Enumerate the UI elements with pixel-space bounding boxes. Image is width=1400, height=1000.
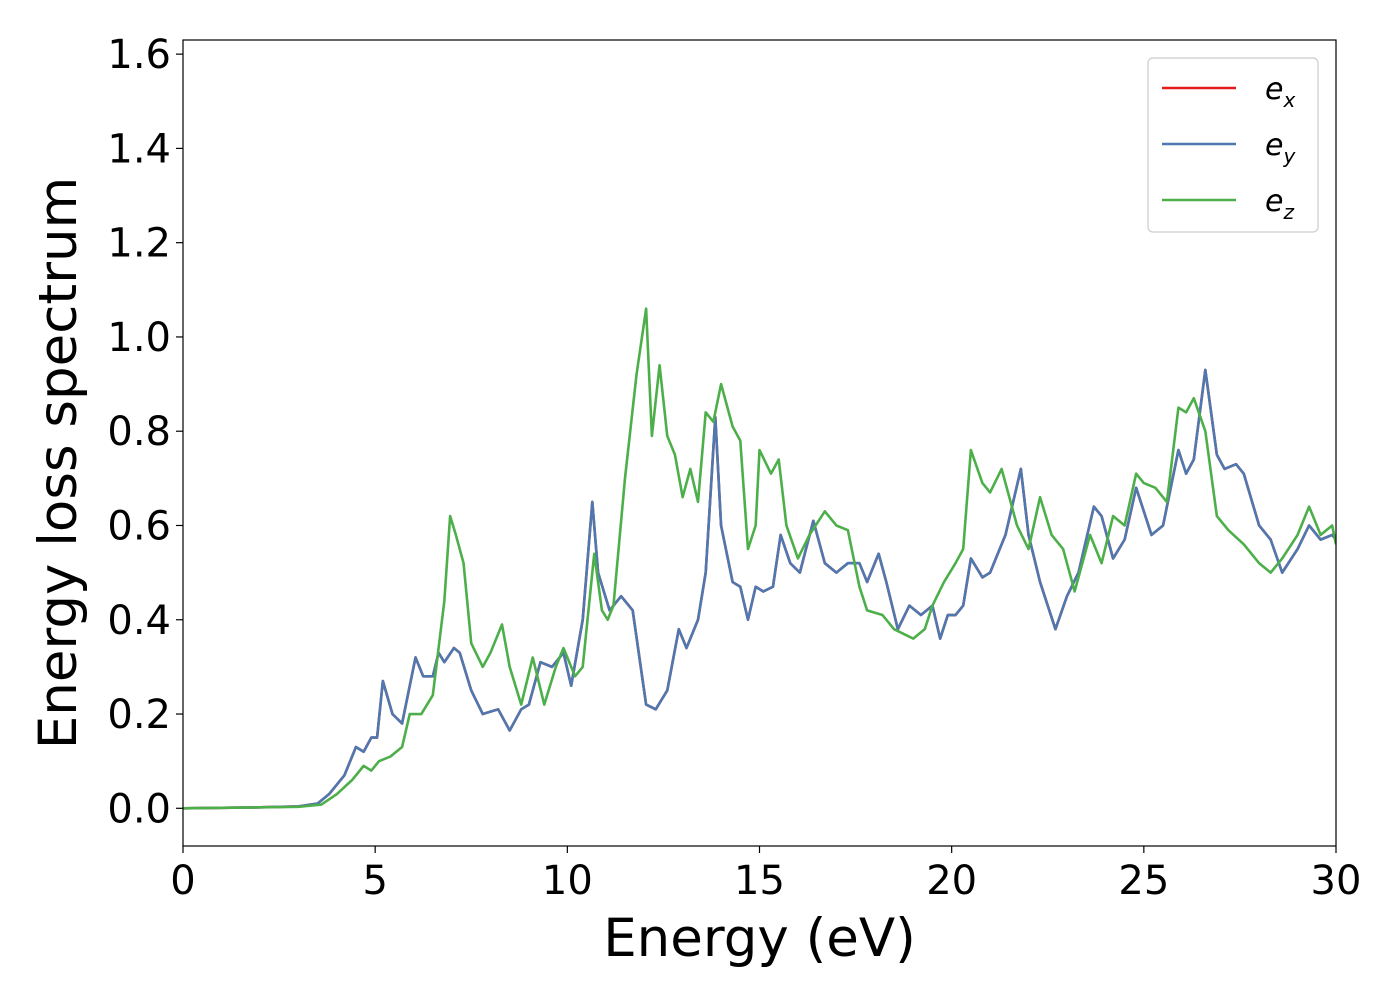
y-tick-label: 0.6	[107, 503, 171, 549]
y-tick-label: 0.4	[107, 598, 171, 644]
legend-label-z: ez	[1265, 184, 1294, 224]
x-tick-label: 10	[542, 858, 593, 904]
x-tick-label: 20	[926, 858, 977, 904]
x-tick-label: 5	[362, 858, 387, 904]
y-tick-label: 1.6	[107, 32, 171, 78]
y-tick-label: 0.0	[107, 786, 171, 832]
y-tick-label: 1.4	[107, 126, 171, 172]
series-line-z	[183, 307, 1336, 810]
x-tick-label: 25	[1118, 858, 1169, 904]
series-line-y	[183, 368, 1336, 810]
x-tick-label: 30	[1311, 858, 1362, 904]
plot-area	[183, 307, 1336, 810]
y-axis-label: Energy loss spectrum	[28, 177, 89, 749]
x-axis-label: Energy (eV)	[603, 908, 916, 969]
y-tick-label: 1.0	[107, 315, 171, 361]
y-tick-label: 1.2	[107, 221, 171, 267]
x-tick-label: 15	[734, 858, 785, 904]
x-tick-label: 0	[170, 858, 195, 904]
y-tick-label: 0.2	[107, 692, 171, 738]
y-tick-label: 0.8	[107, 409, 171, 455]
y-axis: 0.0 0.2 0.4 0.6 0.8 1.0 1.2 1.4 1.6	[107, 32, 183, 832]
x-axis: 0 5 10 15 20 25 30	[170, 846, 1361, 904]
